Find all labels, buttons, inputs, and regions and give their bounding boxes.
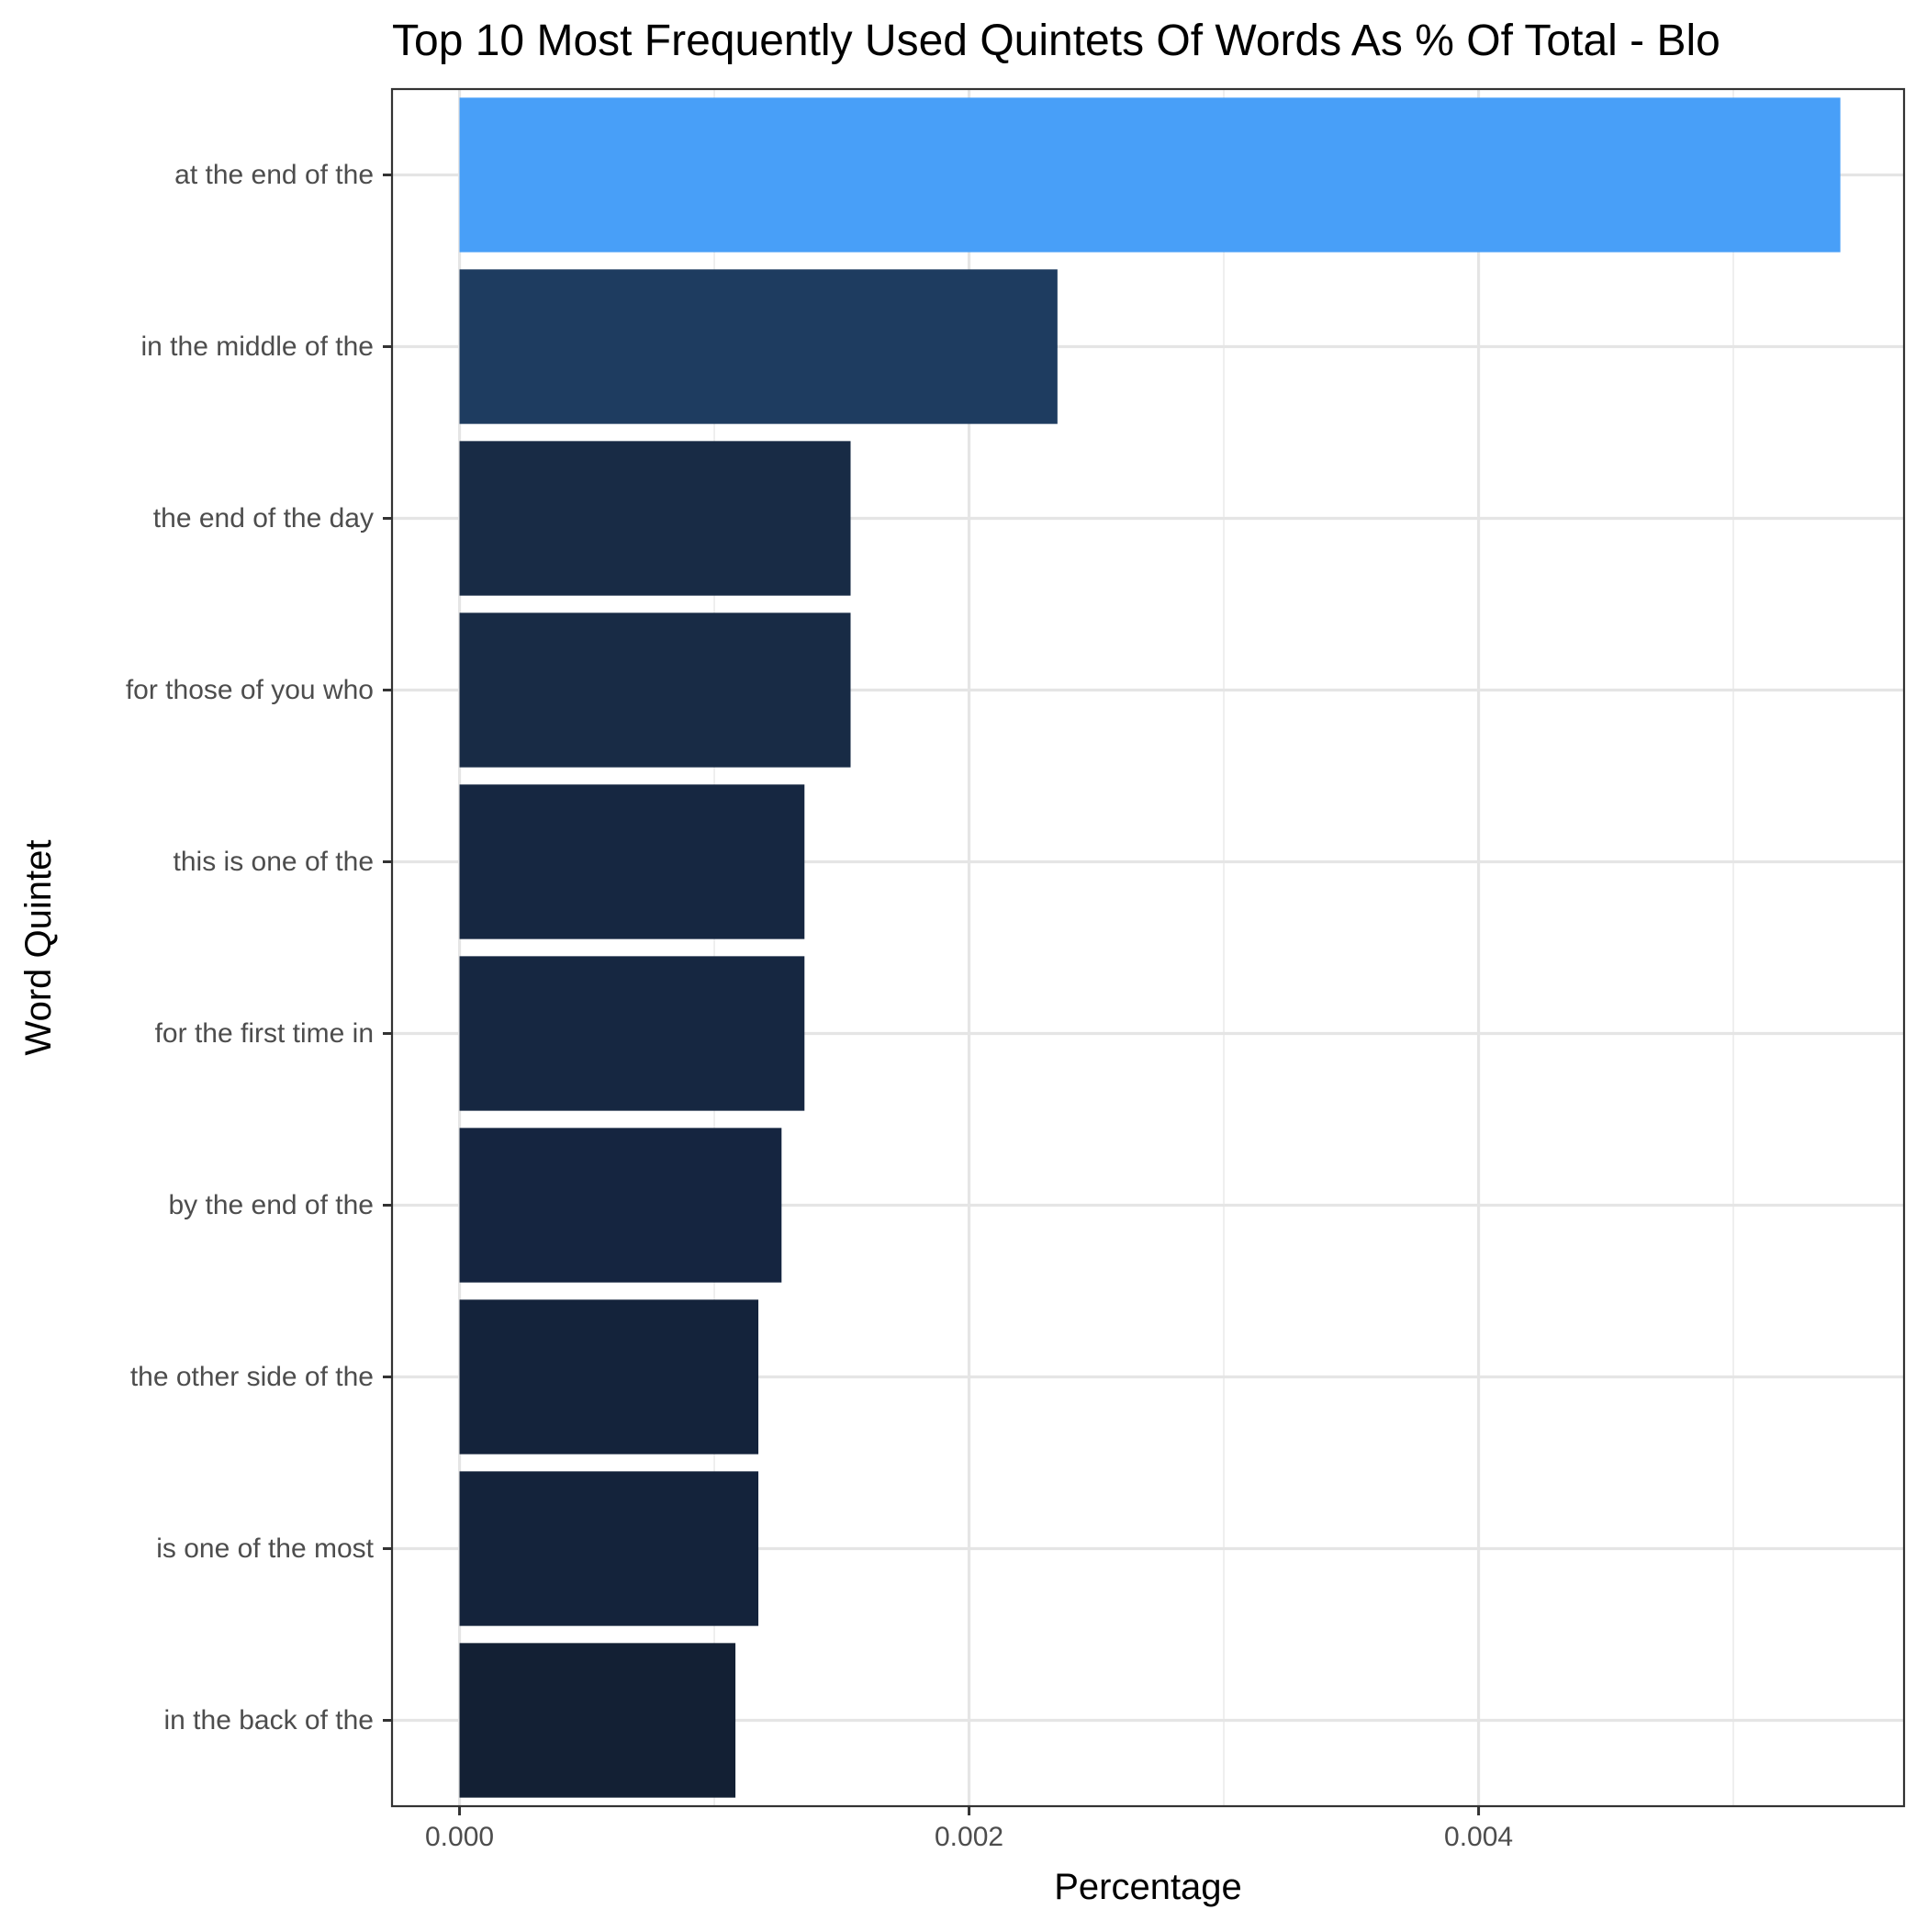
panel-border	[390, 87, 1906, 1808]
bar	[459, 784, 805, 939]
y-tick-label: the end of the day	[153, 503, 374, 534]
y-tick-label: for the first time in	[155, 1018, 374, 1049]
bar	[459, 956, 805, 1111]
y-axis-title: Word Quintet	[18, 840, 59, 1056]
bar	[459, 612, 851, 768]
bar	[459, 97, 1841, 253]
x-tick-label: 0.002	[935, 1822, 1003, 1852]
bar	[459, 1471, 759, 1626]
bar	[459, 1299, 759, 1455]
x-axis-title: Percentage	[1054, 1867, 1242, 1907]
chart-title: Top 10 Most Frequently Used Quintets Of …	[392, 17, 1720, 65]
x-tick-label: 0.004	[1444, 1822, 1513, 1852]
bar	[459, 1643, 736, 1798]
y-tick-label: the other side of the	[130, 1362, 374, 1392]
bars	[459, 97, 1841, 1798]
bar	[459, 269, 1058, 424]
x-tick-label: 0.000	[425, 1822, 494, 1852]
y-tick-label: this is one of the	[174, 847, 374, 877]
y-tick-label: is one of the most	[156, 1533, 374, 1564]
y-tick-label: in the middle of the	[141, 331, 375, 362]
tick-marks	[383, 174, 1481, 1815]
y-tick-label: for those of you who	[126, 675, 374, 705]
bar	[459, 441, 851, 596]
tick-labels: at the end of the in the middle of the the…	[126, 160, 1513, 1852]
y-tick-label: by the end of the	[168, 1190, 374, 1220]
y-tick-label: at the end of the	[174, 160, 374, 190]
y-tick-label: in the back of the	[164, 1705, 375, 1735]
bar	[459, 1128, 782, 1283]
